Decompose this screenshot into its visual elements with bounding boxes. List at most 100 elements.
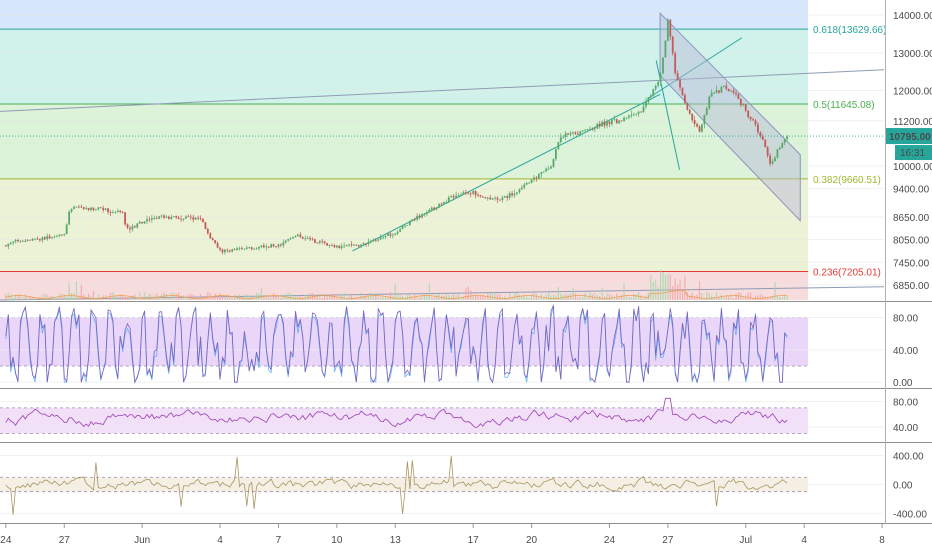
volume-bar	[221, 296, 224, 300]
time-tick-label: Jul	[739, 535, 752, 546]
volume-bar	[745, 295, 747, 300]
volume-bar	[131, 295, 134, 300]
volume-bar	[151, 294, 153, 300]
volume-bar	[70, 293, 73, 300]
candle-body	[574, 132, 577, 134]
candle-body	[774, 157, 776, 162]
volume-bar	[698, 280, 701, 300]
candle-body	[102, 208, 105, 211]
candle-body	[401, 225, 404, 230]
volume-bar	[260, 288, 263, 300]
volume-bar	[679, 279, 681, 300]
volume-bar	[375, 294, 377, 300]
volume-bar	[126, 297, 129, 300]
candle-body	[260, 245, 263, 248]
volume-bar	[518, 294, 520, 300]
candle-body	[533, 177, 535, 180]
volume-bar	[124, 297, 126, 300]
volume-bar	[80, 284, 82, 300]
rsi-line	[5, 397, 788, 429]
cci-tick-label: 400.00	[893, 452, 924, 463]
candle-body	[277, 244, 280, 247]
volume-bar	[640, 295, 642, 300]
volume-bar	[246, 294, 248, 300]
volume-bar	[633, 293, 635, 300]
candle-body	[70, 209, 73, 212]
volume-bar	[158, 296, 160, 300]
volume-bar	[348, 293, 350, 300]
volume-bar	[97, 294, 99, 300]
volume-bar	[572, 287, 574, 300]
candle-body	[396, 231, 399, 234]
volume-bar	[328, 294, 331, 300]
volume-bar	[87, 293, 90, 300]
volume-bar	[377, 296, 379, 300]
volume-bar	[192, 294, 194, 300]
candle-body	[107, 208, 109, 213]
candle-body	[39, 239, 41, 241]
volume-bar	[579, 297, 581, 300]
candle-body	[684, 94, 686, 103]
candle-body	[99, 207, 102, 209]
volume-bar	[567, 294, 569, 300]
volume-bar	[114, 295, 116, 300]
candle-body	[194, 217, 197, 220]
volume-bar	[711, 295, 713, 300]
candle-body	[124, 212, 127, 225]
volume-bar	[148, 293, 151, 300]
candle-body	[394, 233, 397, 235]
candle-body	[542, 171, 545, 173]
candle-body	[749, 117, 752, 120]
volume-bar	[277, 295, 280, 300]
volume-bar	[73, 293, 75, 300]
volume-bar	[732, 297, 735, 300]
candle-body	[618, 120, 621, 124]
candle-body	[494, 197, 496, 199]
candle-body	[250, 247, 253, 250]
volume-bar	[365, 293, 367, 300]
candle-body	[56, 235, 58, 237]
candle-body	[31, 238, 34, 241]
candle-body	[282, 242, 285, 246]
candle-body	[460, 194, 462, 196]
volume-bar	[462, 297, 465, 300]
candle-body	[408, 220, 411, 226]
volume-bar	[552, 294, 555, 300]
candle-body	[766, 147, 769, 156]
time-tick-label: 27	[59, 535, 71, 546]
volume-bar	[255, 292, 258, 300]
volume-bar	[392, 296, 394, 300]
candle-body	[26, 239, 29, 242]
volume-bar	[677, 284, 679, 300]
candle-body	[484, 197, 487, 199]
candle-body	[258, 247, 260, 249]
price-tick-label: 9400.00	[893, 185, 930, 196]
candle-body	[345, 245, 348, 247]
candle-body	[776, 149, 779, 158]
candle-body	[223, 249, 226, 253]
candle-body	[635, 113, 638, 115]
candle-body	[666, 19, 669, 41]
candle-body	[316, 242, 319, 244]
volume-bar	[769, 296, 771, 300]
candle-body	[727, 88, 730, 91]
candle-body	[457, 195, 460, 196]
volume-bar	[180, 297, 182, 300]
volume-bar	[243, 294, 245, 300]
candle-body	[742, 104, 745, 106]
fib-label: 0.236(7205.01)	[813, 268, 881, 279]
candle-body	[778, 148, 781, 150]
candle-body	[9, 242, 12, 244]
volume-bar	[521, 295, 523, 300]
candle-body	[413, 219, 416, 221]
candle-body	[528, 182, 531, 184]
candle-body	[331, 245, 333, 246]
candle-body	[333, 245, 336, 248]
volume-bar	[68, 282, 70, 300]
candle-body	[452, 196, 455, 198]
time-tick-label: 20	[526, 535, 538, 546]
rsi-tick-label: 80.00	[893, 397, 918, 408]
candle-body	[114, 211, 117, 213]
candle-body	[384, 235, 387, 238]
